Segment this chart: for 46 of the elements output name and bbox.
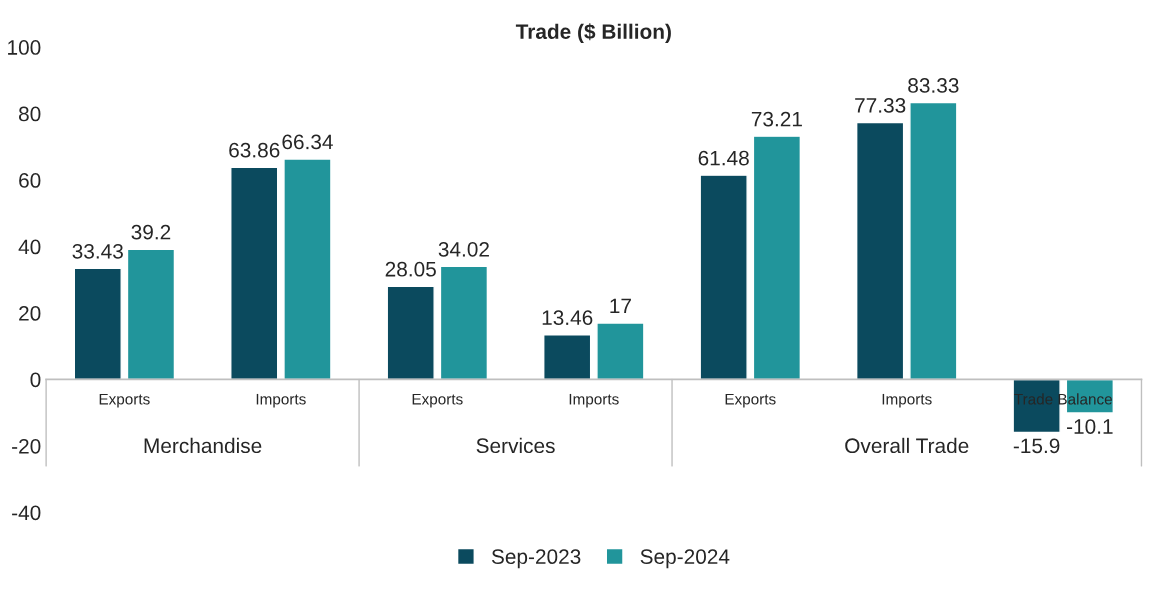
y-tick-label: -20	[12, 438, 41, 454]
bar	[283, 158, 332, 381]
x-tick-label: Exports	[412, 393, 463, 408]
data-label: 83.33	[908, 78, 959, 93]
bar	[855, 121, 905, 381]
annotation: Services	[476, 437, 555, 454]
x-tick-label: Imports	[569, 393, 619, 408]
annotation: Overall Trade	[845, 437, 969, 454]
y-tick-label: 40	[18, 239, 41, 255]
x-tick-label: Exports	[99, 393, 150, 408]
chart-title: Trade ($ Billion)	[515, 23, 671, 44]
data-label: -10.1	[1067, 419, 1113, 434]
y-tick-label: 0	[30, 372, 41, 388]
data-label: 34.02	[438, 241, 489, 257]
data-label: 66.34	[282, 134, 333, 150]
bar	[230, 166, 279, 381]
data-label: 39.2	[131, 224, 171, 240]
y-tick-label: 60	[19, 173, 41, 188]
y-tick-label: 100	[8, 40, 41, 55]
y-tick-label: -40	[12, 505, 41, 521]
data-label: 63.86	[229, 142, 280, 158]
bar	[752, 135, 802, 381]
data-label: -15.9	[1013, 438, 1060, 454]
x-tick-label: Imports	[882, 393, 932, 408]
legend-label: Sep-2023	[491, 549, 581, 569]
data-label: 13.46	[542, 310, 593, 326]
bar	[699, 174, 748, 381]
data-label: 61.48	[698, 150, 749, 166]
x-tick-label: Exports	[725, 393, 776, 408]
y-tick-label: 20	[19, 306, 41, 321]
bar	[909, 101, 958, 381]
bar	[386, 285, 435, 381]
data-label: 28.05	[385, 261, 436, 277]
data-label: 77.33	[855, 98, 906, 113]
bar	[73, 267, 122, 381]
annotation: Merchandise	[144, 437, 262, 454]
bar	[543, 334, 592, 381]
data-label: 33.43	[72, 243, 123, 259]
bar	[126, 248, 176, 381]
data-label: 73.21	[751, 111, 802, 127]
y-tick-label: 80	[18, 106, 41, 122]
data-label: 17	[610, 298, 631, 314]
x-tick-label: Imports	[256, 393, 306, 408]
bar	[596, 322, 645, 381]
bar	[439, 265, 489, 381]
legend-label: Sep-2024	[640, 549, 730, 569]
